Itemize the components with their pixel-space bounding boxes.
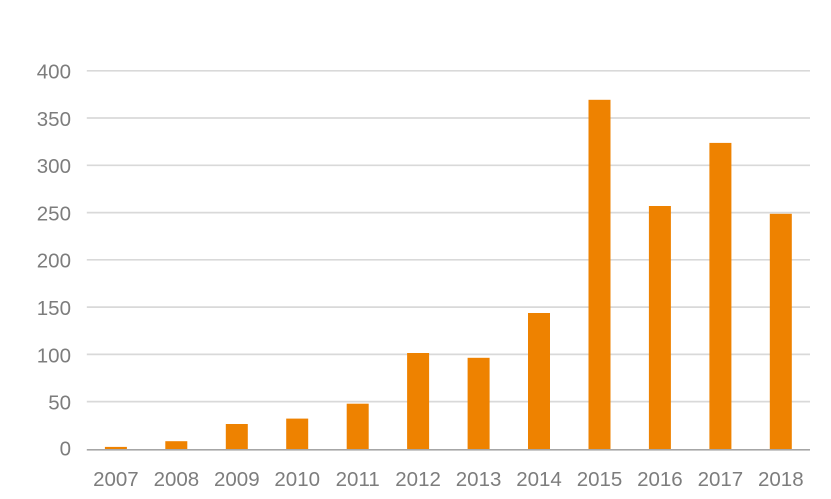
svg-text:2011: 2011 — [336, 468, 380, 491]
svg-text:100: 100 — [37, 344, 71, 367]
svg-text:2015: 2015 — [577, 468, 623, 491]
svg-text:50: 50 — [48, 392, 71, 415]
svg-text:2009: 2009 — [214, 468, 260, 491]
svg-text:2013: 2013 — [456, 468, 502, 491]
svg-text:2007: 2007 — [93, 468, 139, 491]
svg-text:2014: 2014 — [516, 468, 562, 491]
svg-text:0: 0 — [60, 437, 71, 460]
svg-text:200: 200 — [37, 250, 71, 273]
svg-text:2010: 2010 — [274, 468, 320, 491]
svg-text:2012: 2012 — [395, 468, 441, 491]
svg-text:2018: 2018 — [758, 468, 804, 491]
svg-text:400: 400 — [37, 61, 71, 84]
svg-text:2016: 2016 — [637, 468, 683, 491]
svg-text:150: 150 — [37, 297, 71, 320]
svg-text:250: 250 — [37, 203, 71, 226]
svg-text:2008: 2008 — [154, 468, 200, 491]
svg-text:2017: 2017 — [698, 468, 744, 491]
svg-text:350: 350 — [37, 108, 71, 131]
svg-text:300: 300 — [37, 155, 71, 178]
